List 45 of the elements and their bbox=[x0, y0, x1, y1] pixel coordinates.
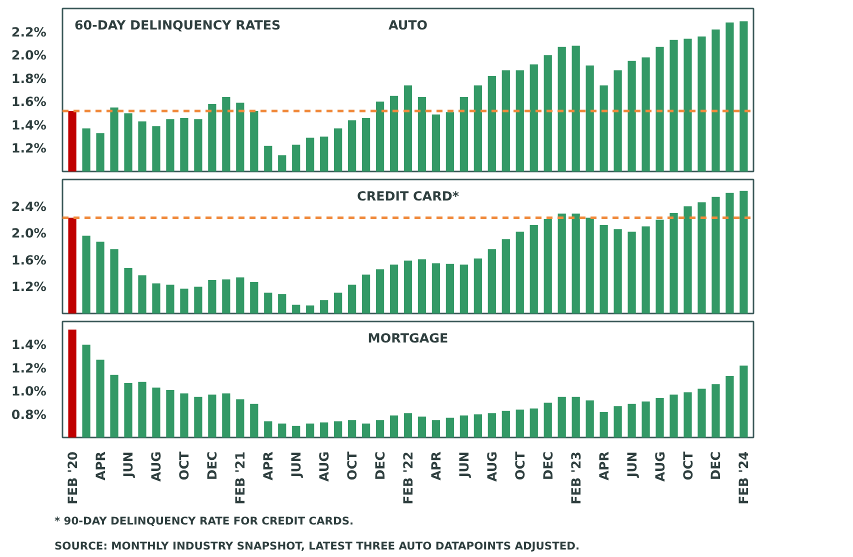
x-tick-label: JUN bbox=[456, 451, 472, 478]
y-tick-label: 2.0% bbox=[11, 48, 47, 63]
x-tick-label: OCT bbox=[344, 451, 360, 480]
y-tick-label: 1.0% bbox=[11, 384, 47, 399]
x-tick-label: DEC bbox=[204, 451, 220, 480]
text: 60-DAY DELINQUENCY RATES bbox=[74, 18, 281, 32]
x-tick-label: FEB '23 bbox=[568, 451, 584, 504]
x-tick-label: AUG bbox=[316, 451, 332, 482]
x-tick-label: AUG bbox=[148, 451, 164, 482]
x-tick-label: OCT bbox=[680, 451, 696, 480]
x-tick-label: APR bbox=[92, 451, 108, 480]
x-tick-label: FEB '24 bbox=[736, 451, 752, 504]
y-tick-label: 1.8% bbox=[11, 70, 47, 86]
y-tick-label: 2.0% bbox=[11, 226, 47, 241]
x-tick-label: DEC bbox=[372, 451, 388, 480]
x-tick-label: FEB '21 bbox=[232, 451, 248, 504]
x-tick-label: OCT bbox=[176, 451, 192, 480]
y-tick-label: 1.4% bbox=[11, 117, 47, 132]
y-tick-label: 1.2% bbox=[11, 360, 47, 376]
x-tick-label: JUN bbox=[120, 451, 136, 478]
text: * 90-DAY DELINQUENCY RATE FOR CREDIT CARDS. bbox=[54, 514, 354, 528]
x-tick-label: AUG bbox=[652, 451, 668, 482]
x-tick-label: FEB '22 bbox=[400, 451, 416, 504]
y-tick-label: 1.2% bbox=[11, 140, 47, 156]
x-tick-label: APR bbox=[260, 451, 276, 480]
x-tick-label: FEB '20 bbox=[64, 451, 80, 504]
y-tick-label: 0.8% bbox=[11, 406, 47, 422]
x-tick-label: JUN bbox=[624, 451, 640, 478]
x-tick-label: AUG bbox=[484, 451, 500, 482]
text: AUTO bbox=[388, 18, 428, 32]
y-tick-label: 1.2% bbox=[11, 279, 47, 294]
source-note: SOURCE: MONTHLY INDUSTRY SNAPSHOT, LATEST THREE AUTO DATAPOINTS ADJUSTED. bbox=[54, 540, 580, 552]
x-tick-label: DEC bbox=[540, 451, 556, 480]
text: CREDIT CARD* bbox=[357, 188, 460, 204]
x-tick-label: APR bbox=[428, 451, 444, 480]
x-tick-label: JUN bbox=[288, 451, 304, 478]
y-tick-label: 2.4% bbox=[11, 198, 47, 214]
x-tick-label: APR bbox=[596, 451, 612, 480]
y-tick-label: 2.2% bbox=[11, 24, 47, 40]
y-tick-label: 1.4% bbox=[11, 337, 47, 352]
y-tick-label: 1.6% bbox=[11, 252, 47, 268]
text: MORTGAGE bbox=[368, 330, 448, 346]
y-tick-label: 1.6% bbox=[11, 94, 47, 110]
x-tick-label: OCT bbox=[512, 451, 528, 480]
x-tick-label: DEC bbox=[708, 451, 724, 480]
